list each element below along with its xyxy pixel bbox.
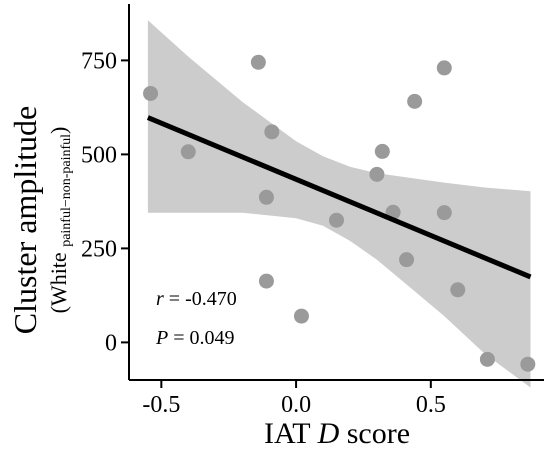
p-value-annotation: P = 0.049 <box>155 327 235 349</box>
regression-line <box>146 115 532 280</box>
data-point <box>143 85 159 101</box>
data-point <box>374 143 390 159</box>
y-ticks: 0 250 500 750 <box>81 48 129 356</box>
data-point <box>250 54 266 70</box>
y-tick-label: 750 <box>81 48 117 74</box>
data-point <box>293 308 309 324</box>
data-point <box>436 60 452 76</box>
x-axis-title: IAT D score <box>264 417 410 449</box>
r-symbol: r <box>156 288 164 310</box>
data-point <box>329 212 344 228</box>
p-symbol: P <box>155 327 168 349</box>
x-tick-label: 0.0 <box>281 392 311 418</box>
data-points <box>143 54 536 372</box>
p-value: = 0.049 <box>168 327 234 349</box>
y-axis-title-line1: Cluster amplitude <box>7 106 43 334</box>
data-point <box>399 252 415 268</box>
confidence-band <box>147 20 531 388</box>
x-tick-label: -0.5 <box>142 392 180 418</box>
data-point <box>450 282 466 298</box>
data-point <box>258 273 274 289</box>
data-point <box>258 189 274 205</box>
x-ticks: -0.5 0.0 0.5 <box>142 380 446 418</box>
r-value: = -0.470 <box>164 288 237 310</box>
y-tick-label: 250 <box>81 236 117 262</box>
x-tick-label: 0.5 <box>416 392 446 418</box>
data-point <box>369 166 385 182</box>
y-axis-title: Cluster amplitude (White painful−non-pai… <box>7 106 74 334</box>
data-point <box>520 356 536 372</box>
data-point <box>479 351 495 367</box>
data-point <box>180 144 196 160</box>
y-tick-label: 0 <box>105 330 117 356</box>
data-point <box>264 124 280 140</box>
correlation-annotation: r = -0.470 <box>156 288 237 310</box>
y-axis-title-line2: (White painful−non-painful) <box>46 127 74 314</box>
y-tick-label: 500 <box>81 142 117 168</box>
data-point <box>407 93 423 109</box>
data-point <box>436 205 452 221</box>
